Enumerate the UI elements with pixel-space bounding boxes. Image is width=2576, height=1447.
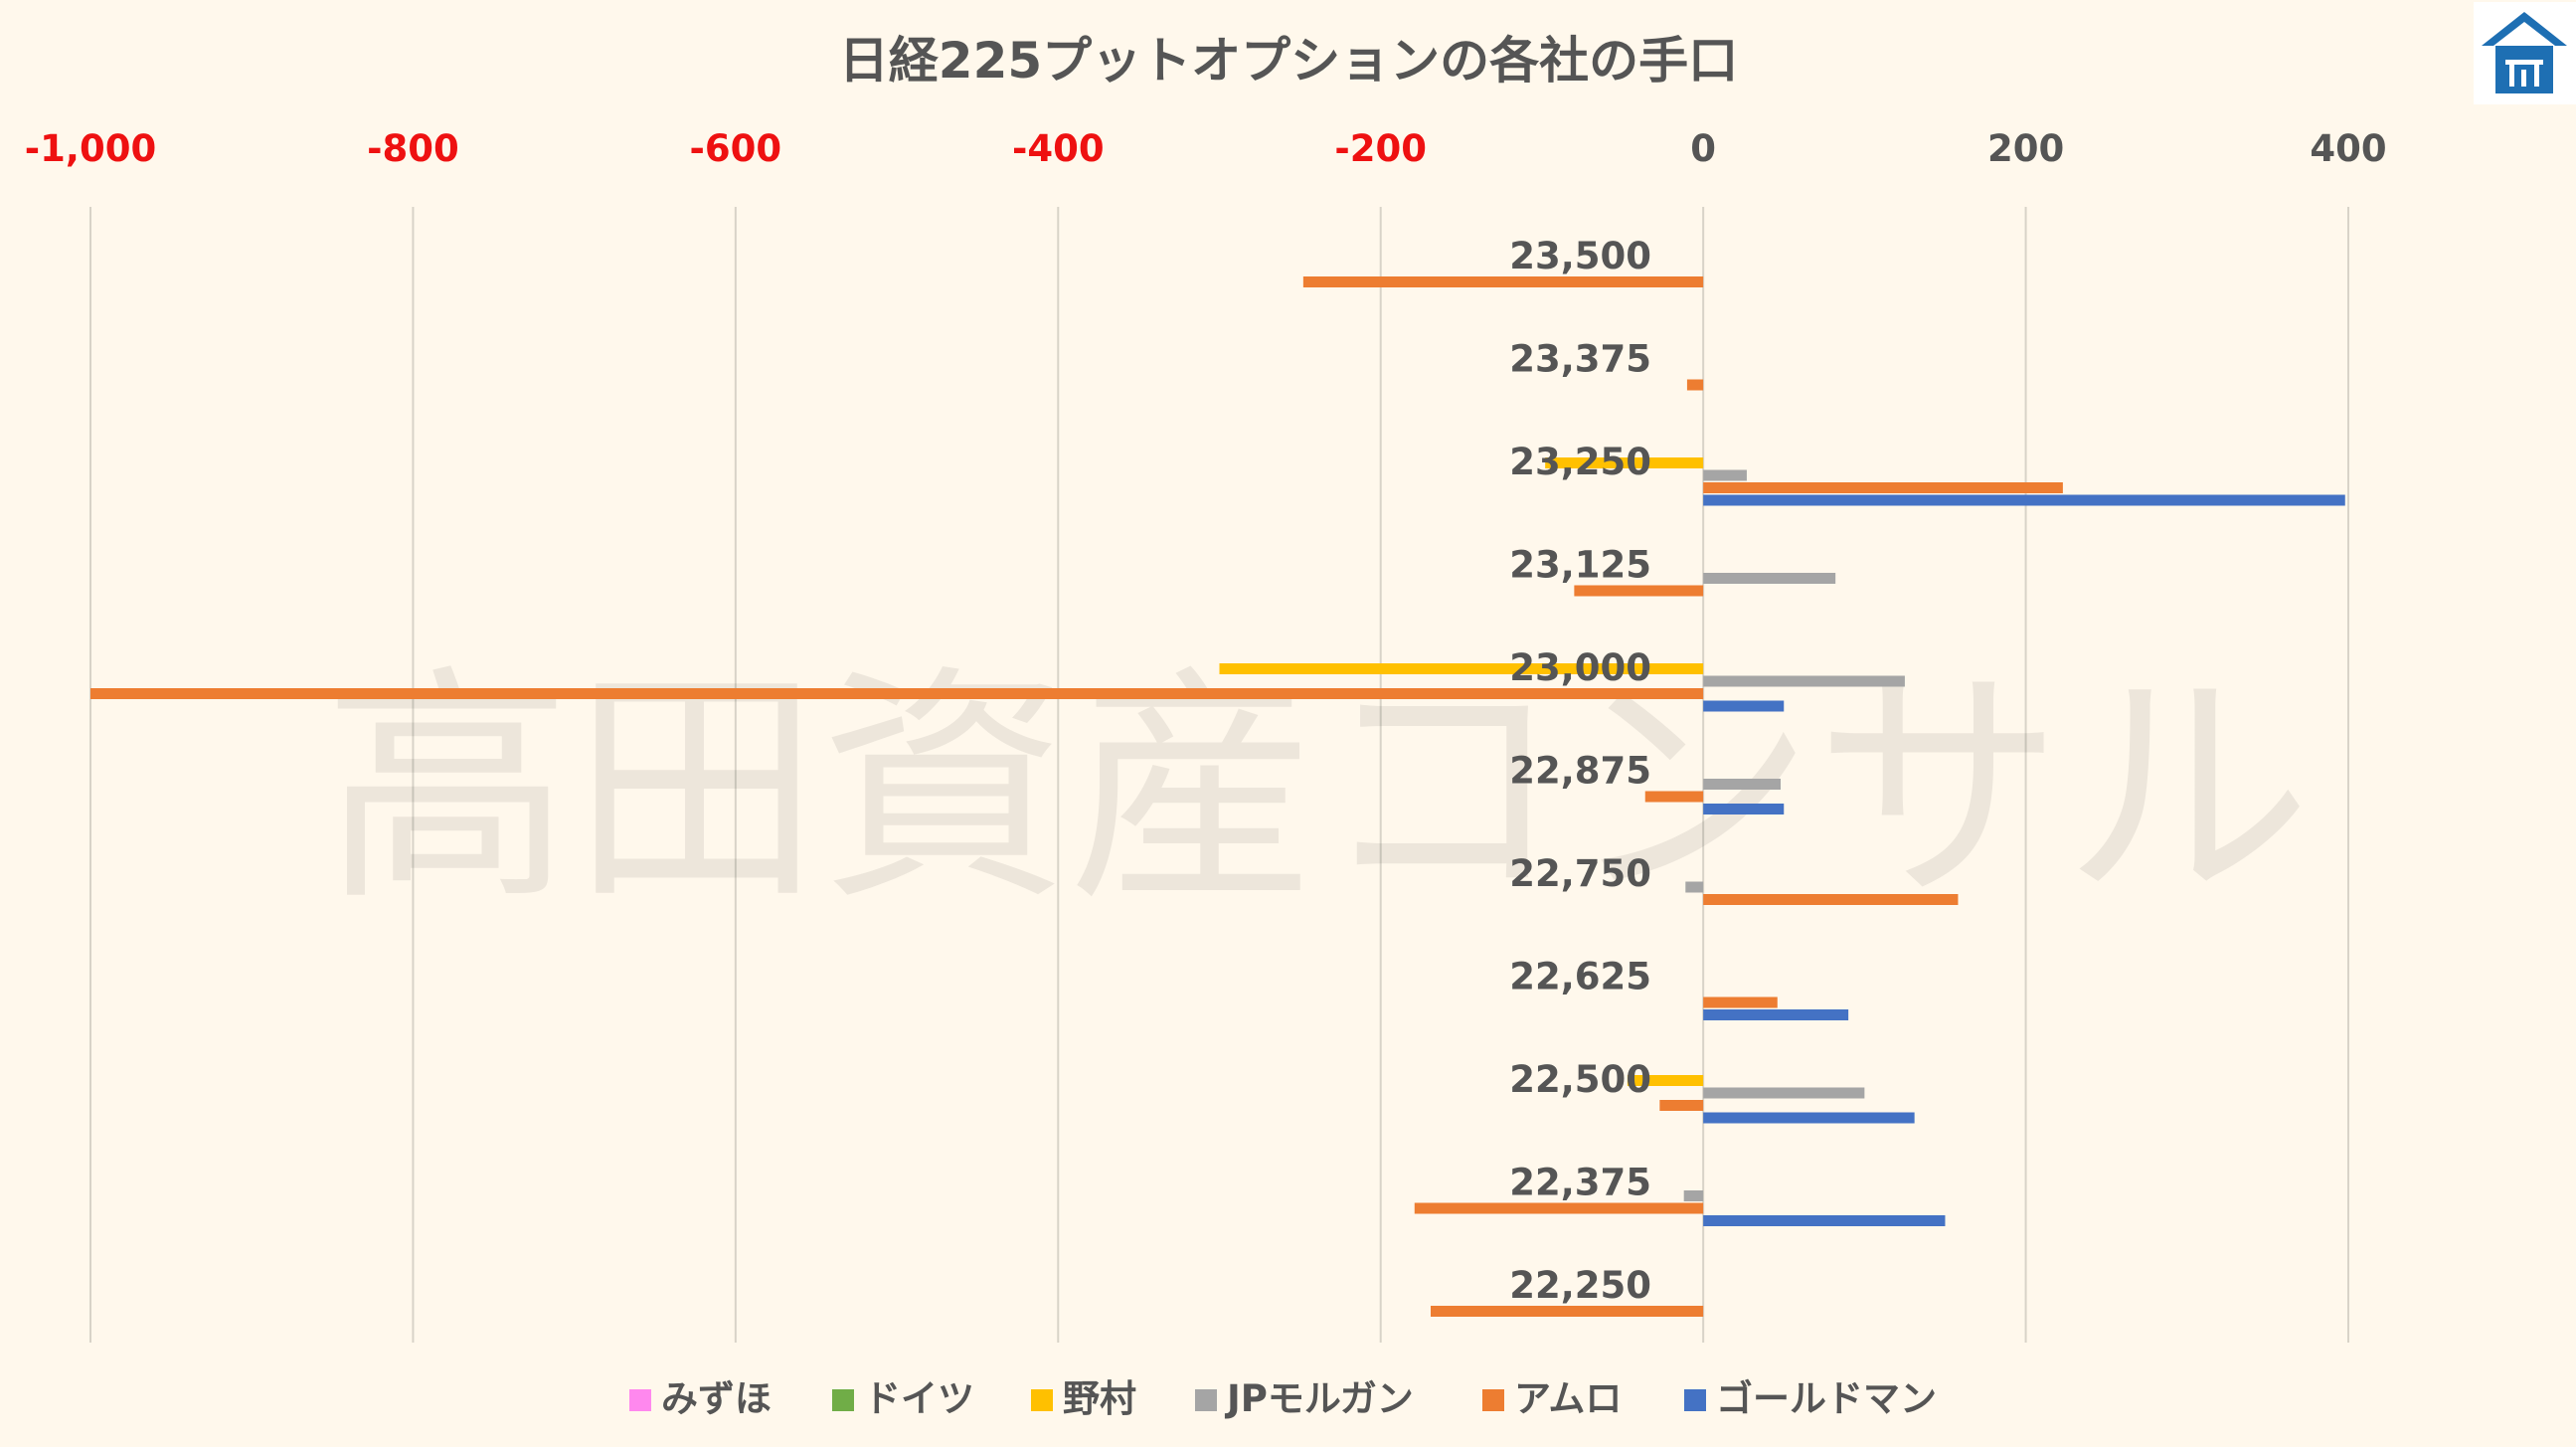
bar [1703, 1112, 1915, 1124]
legend-label: ドイツ [864, 1377, 974, 1420]
legend: みずほ ドイツ 野村 JPモルガン アムロ ゴールドマン [629, 1377, 1937, 1420]
x-tick-label: -800 [367, 127, 459, 170]
bar [1627, 1075, 1704, 1086]
bar [1703, 1215, 1946, 1226]
bar [1703, 494, 2345, 506]
logo-icon [2474, 2, 2576, 104]
bar [1302, 276, 1704, 287]
bar [1703, 1009, 1849, 1020]
legend-swatch [1482, 1389, 1504, 1411]
bar [1703, 804, 1785, 814]
legend-label: みずほ [661, 1377, 772, 1420]
legend-swatch [629, 1389, 651, 1411]
category-label: 23,250 [1509, 441, 1651, 483]
category-label: 22,625 [1509, 956, 1651, 998]
legend-swatch [1031, 1389, 1053, 1411]
bar [1686, 379, 1704, 391]
bar [1545, 457, 1704, 468]
category-labels: 23,500 23,375 23,250 23,125 23,000 22,875 22,7… [1509, 235, 1651, 1307]
watermark: 高田資産コンサル [323, 644, 2312, 934]
x-tick-label: 0 [1690, 127, 1716, 170]
bar [1644, 791, 1704, 803]
x-tick-labels: -1,000 -800 -600 -400 -200 0 200 400 [25, 127, 2387, 170]
bar [1703, 469, 1747, 481]
bar [1703, 675, 1905, 687]
category-label: 23,000 [1509, 646, 1651, 689]
bar [1431, 1306, 1704, 1317]
bar [1659, 1100, 1704, 1111]
x-tick-label: -1,000 [25, 127, 156, 170]
legend-swatch [832, 1389, 854, 1411]
bar [1703, 996, 1778, 1008]
x-tick-label: -600 [690, 127, 782, 170]
bar [1683, 1190, 1704, 1201]
bar [1703, 573, 1836, 584]
x-tick-label: 400 [2310, 127, 2386, 170]
x-tick-label: -200 [1334, 127, 1427, 170]
legend-label: アムロ [1514, 1377, 1622, 1420]
legend-swatch [1195, 1389, 1217, 1411]
bar [1703, 779, 1782, 790]
category-label: 22,375 [1509, 1162, 1651, 1204]
bars [90, 276, 2345, 1317]
category-label: 22,500 [1509, 1058, 1651, 1101]
category-label: 23,125 [1509, 544, 1651, 587]
legend-label: ゴールドマン [1716, 1377, 1937, 1420]
bar [90, 688, 1704, 699]
category-label: 22,250 [1509, 1264, 1651, 1307]
bar [1219, 663, 1704, 674]
bar [1703, 700, 1785, 712]
x-tick-label: -400 [1012, 127, 1105, 170]
bar [1703, 894, 1959, 905]
bar [1703, 1087, 1865, 1099]
category-label: 23,375 [1509, 338, 1651, 381]
grid-lines [89, 207, 2349, 1343]
category-label: 22,875 [1509, 750, 1651, 793]
bar [1574, 585, 1704, 597]
bar [1414, 1202, 1704, 1214]
chart-title: 日経225プットオプションの各社の手口 [839, 32, 1738, 90]
bar [1703, 482, 2063, 493]
bar [1685, 881, 1704, 893]
legend-swatch [1684, 1389, 1706, 1411]
x-tick-label: 200 [1987, 127, 2064, 170]
legend-label: JPモルガン [1224, 1377, 1414, 1420]
legend-label: 野村 [1063, 1377, 1136, 1420]
category-label: 22,750 [1509, 852, 1651, 895]
category-label: 23,500 [1509, 235, 1651, 277]
